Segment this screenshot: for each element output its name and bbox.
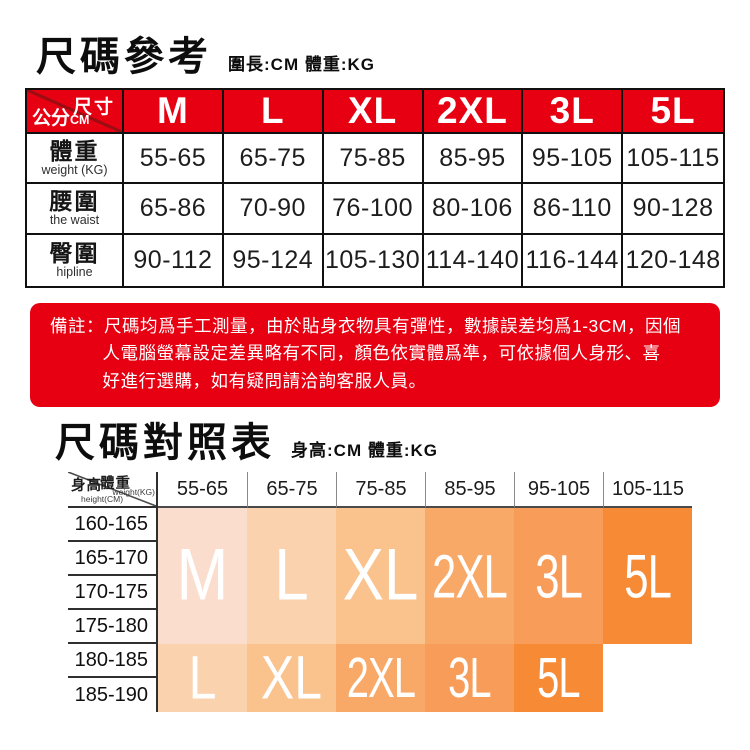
size-table-corner-cell: 尺寸 公分CM xyxy=(27,90,124,134)
weight-column-header: 95-105 xyxy=(514,472,603,508)
size-region-top-2xl: 2XL xyxy=(425,508,514,644)
waist-value-cell: 80-106 xyxy=(423,184,524,235)
size-letter: 3L xyxy=(535,541,583,611)
size-letter: 3L xyxy=(448,645,491,709)
size-letter: M xyxy=(176,534,229,617)
waist-value-cell: 70-90 xyxy=(223,184,324,235)
chart-corner-cell: 體重 weight(KG) 身高 height(CM) xyxy=(68,472,158,508)
weight-column-header: 105-115 xyxy=(603,472,692,508)
size-reference-units: 圍長:CM 體重:KG xyxy=(228,55,375,74)
height-row-label: 160-165 xyxy=(68,508,158,542)
row-label-waist: 腰圍 the waist xyxy=(27,184,124,235)
size-letter: 5L xyxy=(537,645,580,709)
row-label-weight: 體重 weight (KG) xyxy=(27,134,124,184)
size-reference-table: 尺寸 公分CM M L XL 2XL 3L 5L 體重 weight (KG) … xyxy=(25,88,725,288)
size-region-top-5l: 5L xyxy=(603,508,692,644)
waist-value-cell: 76-100 xyxy=(323,184,424,235)
size-mapping-chart: 體重 weight(KG) 身高 height(CM) 55-65 65-75 … xyxy=(68,472,692,712)
hip-value-cell: 105-130 xyxy=(324,235,424,286)
note-box: 備註：尺碼均爲手工測量，由於貼身衣物具有彈性，數據誤差均爲1-3CM，因個 人電… xyxy=(30,303,720,407)
size-chart-units: 身高:CM 體重:KG xyxy=(291,441,438,460)
height-row-label: 170-175 xyxy=(68,576,158,610)
weight-column-header: 65-75 xyxy=(247,472,336,508)
hip-value-cell: 120-148 xyxy=(625,246,721,274)
size-letter: XL xyxy=(260,644,323,712)
size-chart-header: 尺碼對照表 身高:CM 體重:KG xyxy=(55,410,438,468)
hip-value-cell: 114-140 xyxy=(424,235,524,286)
height-row-label: 165-170 xyxy=(68,542,158,576)
corner-label-weight: 體重 xyxy=(100,476,131,492)
size-chart-title: 尺碼對照表 xyxy=(55,421,275,465)
weight-column-header: 75-85 xyxy=(336,472,425,508)
size-letter: 5L xyxy=(624,541,672,611)
weight-value-cell: 105-115 xyxy=(623,134,723,184)
diagonal-divider-line xyxy=(68,472,156,506)
size-letter: 2XL xyxy=(346,645,415,709)
hip-value-cell: 90-112 xyxy=(124,235,224,286)
size-region-bottom-2xl: 2XL xyxy=(336,644,425,712)
size-column-header-m: M xyxy=(124,90,224,134)
note-text-line: 好進行選購，如有疑問請洽詢客服人員。 xyxy=(102,370,427,391)
size-region-top-m: M xyxy=(158,508,247,644)
diagonal-divider-line xyxy=(27,90,122,132)
corner-label-height: 身高 xyxy=(71,478,102,494)
note-prefix: 備註： xyxy=(50,316,104,336)
size-region-bottom-l: L xyxy=(158,644,247,712)
waist-value-cell: 86-110 xyxy=(523,184,624,235)
corner-label-cm: 公分CM xyxy=(32,108,90,129)
weight-value-cell: 85-95 xyxy=(423,134,524,184)
waist-value-cell: 90-128 xyxy=(623,184,723,235)
size-letter: 2XL xyxy=(432,541,508,611)
hip-value-cell: 95-124 xyxy=(224,235,324,286)
note-text-line: 備註：尺碼均爲手工測量，由於貼身衣物具有彈性，數據誤差均爲1-3CM，因個 xyxy=(50,316,682,336)
size-reference-header: 尺碼參考 圍長:CM 體重:KG xyxy=(36,24,375,82)
corner-label-size: 尺寸 xyxy=(72,97,115,118)
size-region-bottom-xl: XL xyxy=(247,644,336,712)
weight-column-header: 55-65 xyxy=(158,472,247,508)
weight-value-cell: 95-105 xyxy=(523,134,624,184)
size-letter: L xyxy=(274,534,309,617)
height-row-label: 175-180 xyxy=(68,610,158,644)
hip-value-cell: 116-144 xyxy=(523,235,624,286)
note-text-line: 人電腦螢幕設定差異略有不同，顏色依實體爲準，可依據個人身形、喜 xyxy=(102,343,661,364)
size-region-top-l: L xyxy=(247,508,336,644)
weight-value-cell: 55-65 xyxy=(124,134,224,184)
size-column-header-5l: 5L xyxy=(623,90,723,134)
corner-label-weight-en: weight(KG) xyxy=(112,487,155,497)
height-row-label: 180-185 xyxy=(68,644,158,678)
size-column-header-3l: 3L xyxy=(523,90,624,134)
row-label-hip: 臀圍 hipline xyxy=(27,235,124,286)
weight-value-cell: 65-75 xyxy=(223,134,324,184)
weight-value-cell: 75-85 xyxy=(323,134,424,184)
waist-value-cell: 65-86 xyxy=(124,184,224,235)
size-reference-title: 尺碼參考 xyxy=(36,35,212,79)
size-column-header-xl: XL xyxy=(323,90,424,134)
size-region-bottom-3l: 3L xyxy=(425,644,514,712)
size-column-header-2xl: 2XL xyxy=(423,90,524,134)
size-letter: XL xyxy=(342,534,419,617)
size-region-bottom-5l: 5L xyxy=(514,644,603,712)
size-letter: L xyxy=(188,644,217,712)
size-region-top-xl: XL xyxy=(336,508,425,644)
corner-label-height-en: height(CM) xyxy=(81,494,124,504)
height-row-label: 185-190 xyxy=(68,678,158,712)
size-column-header-l: L xyxy=(223,90,324,134)
size-region-top-3l: 3L xyxy=(514,508,603,644)
weight-column-header: 85-95 xyxy=(425,472,514,508)
